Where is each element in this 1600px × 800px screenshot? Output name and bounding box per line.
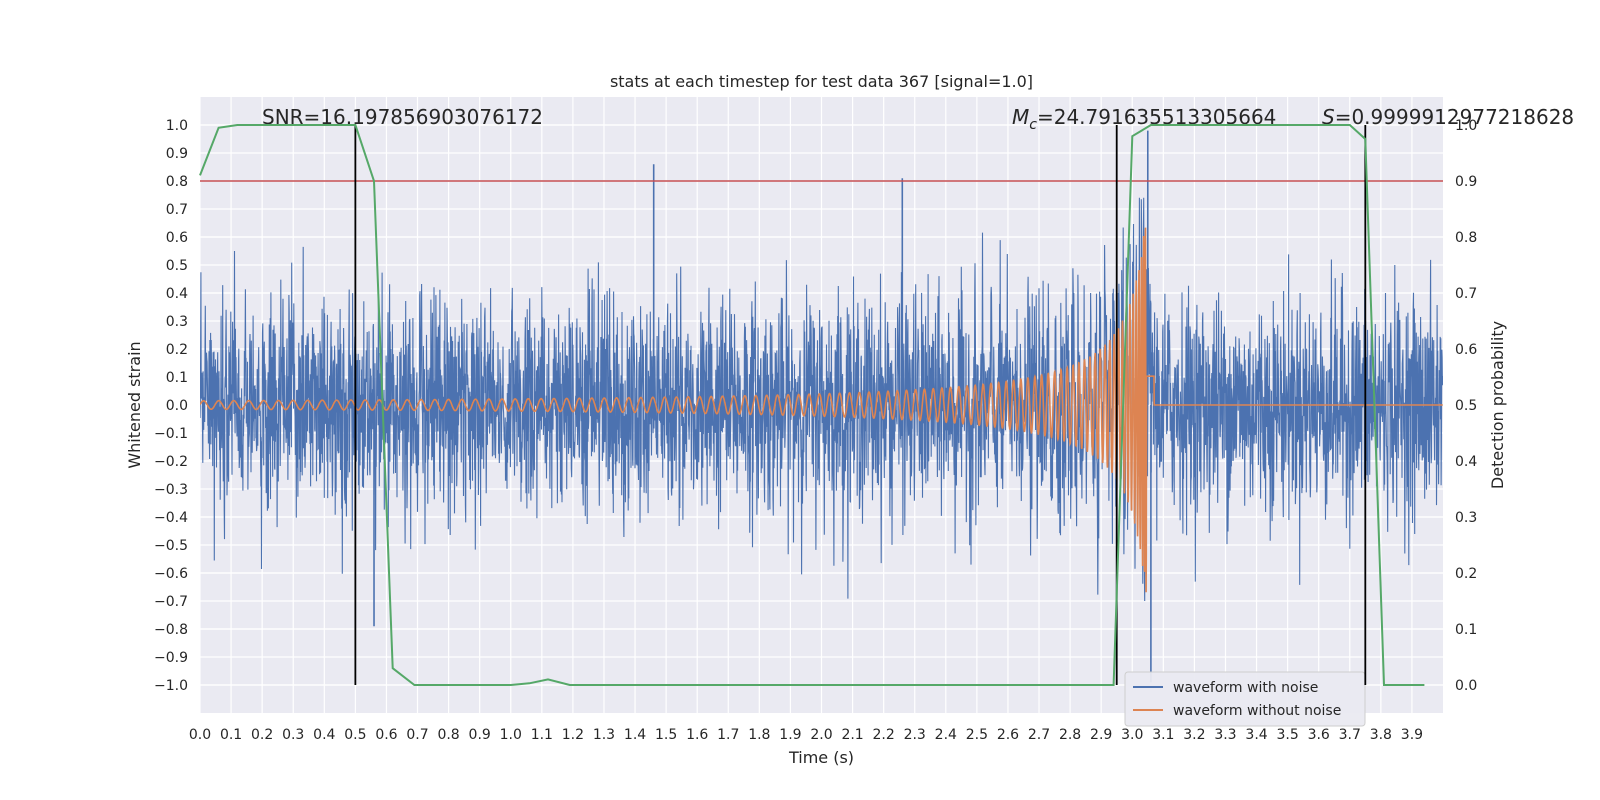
x-tick-label: 1.4 [624, 727, 646, 743]
x-tick-label: 3.5 [1276, 727, 1298, 743]
x-tick-label: 1.0 [500, 727, 522, 743]
x-tick-label: 2.5 [966, 727, 988, 743]
y-tick-label: 0.5 [166, 258, 188, 274]
x-tick-label: 1.1 [531, 727, 553, 743]
y-tick-label: −0.4 [154, 510, 188, 526]
x-tick-label: 0.4 [313, 727, 335, 743]
y-tick-label: −1.0 [154, 678, 188, 694]
y-tick-label: 1.0 [166, 118, 188, 134]
x-tick-label: 3.9 [1401, 727, 1423, 743]
x-tick-label: 0.6 [375, 727, 397, 743]
x-tick-label: 1.5 [655, 727, 677, 743]
x-tick-label: 1.3 [593, 727, 615, 743]
y2-tick-label: 0.8 [1455, 230, 1477, 246]
y-tick-label: 0.9 [166, 146, 188, 162]
y-axis-ticks: 1.0 0.9 0.8 0.7 0.6 0.5 0.4 0.3 0.2 0.1 0.0 −0.1 −0.… [154, 118, 188, 694]
x-tick-label: 2.1 [841, 727, 863, 743]
x-tick-label: 1.6 [686, 727, 708, 743]
x-tick-label: 3.1 [1152, 727, 1174, 743]
x-tick-label: 3.2 [1183, 727, 1205, 743]
y-tick-label: 0.1 [166, 370, 188, 386]
x-tick-label: 0.0 [189, 727, 211, 743]
y2-tick-label: 0.4 [1455, 454, 1477, 470]
x-tick-label: 0.3 [282, 727, 304, 743]
y-tick-label: −0.3 [154, 482, 188, 498]
x-tick-label: 3.0 [1121, 727, 1143, 743]
x-tick-label: 3.4 [1245, 727, 1267, 743]
s-symbol: S [1322, 105, 1335, 129]
series-layer [200, 130, 1443, 683]
y-tick-label: 0.6 [166, 230, 188, 246]
y2-tick-label: 0.3 [1455, 510, 1477, 526]
x-tick-label: 1.8 [748, 727, 770, 743]
legend: waveform with noise waveform without noi… [1124, 671, 1366, 727]
x-tick-label: 1.2 [562, 727, 584, 743]
y-tick-label: 0.0 [166, 398, 188, 414]
y2-tick-label: 0.5 [1455, 398, 1477, 414]
x-axis-ticks: 0.0 0.1 0.2 0.3 0.4 0.5 0.6 0.7 0.8 0.9 1.0 1.1 1.2 1… [189, 727, 1423, 743]
x-tick-label: 2.7 [1028, 727, 1050, 743]
x-tick-label: 2.8 [1059, 727, 1081, 743]
series-detection-probability [199, 124, 1425, 686]
mc-symbol: M [1012, 105, 1029, 129]
x-tick-label: 2.4 [935, 727, 957, 743]
legend-box [1124, 671, 1366, 727]
x-tick-label: 1.7 [717, 727, 739, 743]
y-tick-label: −0.1 [154, 426, 188, 442]
mc-subscript: c [1029, 117, 1037, 133]
x-tick-label: 0.2 [251, 727, 273, 743]
x-tick-label: 0.9 [469, 727, 491, 743]
x-tick-label: 2.2 [873, 727, 895, 743]
x-tick-label: 3.7 [1339, 727, 1361, 743]
y-tick-label: −0.6 [154, 566, 188, 582]
legend-label-noise: waveform with noise [1173, 680, 1318, 696]
y2-tick-label: 0.6 [1455, 342, 1477, 358]
y2-tick-label: 0.1 [1455, 622, 1477, 638]
y2-axis-label: Detection probability [1488, 321, 1507, 489]
x-tick-label: 2.6 [997, 727, 1019, 743]
x-axis-label: Time (s) [788, 748, 854, 767]
y2-axis-ticks: 1.0 0.9 0.8 0.7 0.6 0.5 0.4 0.3 0.2 0.1 0.0 [1455, 118, 1477, 694]
x-tick-label: 0.5 [344, 727, 366, 743]
y2-tick-label: 0.0 [1455, 678, 1477, 694]
y-axis-label: Whitened strain [125, 341, 144, 468]
x-tick-label: 3.3 [1214, 727, 1236, 743]
legend-label-clean: waveform without noise [1173, 703, 1341, 719]
y2-tick-label: 0.2 [1455, 566, 1477, 582]
y-tick-label: −0.5 [154, 538, 188, 554]
series-waveform-without-noise [200, 227, 1443, 593]
y-tick-label: 0.4 [166, 286, 188, 302]
y-tick-label: 0.7 [166, 202, 188, 218]
y2-tick-label: 1.0 [1455, 118, 1477, 134]
y2-tick-label: 0.7 [1455, 286, 1477, 302]
y-tick-label: −0.9 [154, 650, 188, 666]
x-tick-label: 2.0 [810, 727, 832, 743]
x-tick-label: 3.8 [1370, 727, 1392, 743]
x-tick-label: 0.7 [406, 727, 428, 743]
y-tick-label: −0.8 [154, 622, 188, 638]
y-tick-label: 0.3 [166, 314, 188, 330]
x-tick-label: 2.9 [1090, 727, 1112, 743]
x-tick-label: 1.9 [779, 727, 801, 743]
x-tick-label: 0.1 [220, 727, 242, 743]
y-tick-label: −0.2 [154, 454, 188, 470]
y-tick-label: 0.2 [166, 342, 188, 358]
s-annotation: S=0.9999912977218628 [1322, 105, 1574, 129]
y2-tick-label: 0.9 [1455, 174, 1477, 190]
s-value: =0.9999912977218628 [1335, 105, 1574, 129]
x-tick-label: 2.3 [904, 727, 926, 743]
x-tick-label: 3.6 [1308, 727, 1330, 743]
x-tick-label: 0.8 [437, 727, 459, 743]
y-tick-label: 0.8 [166, 174, 188, 190]
y-tick-label: −0.7 [154, 594, 188, 610]
chart-title: stats at each timestep for test data 367… [610, 72, 1033, 91]
series-waveform-with-noise [200, 197, 1443, 602]
